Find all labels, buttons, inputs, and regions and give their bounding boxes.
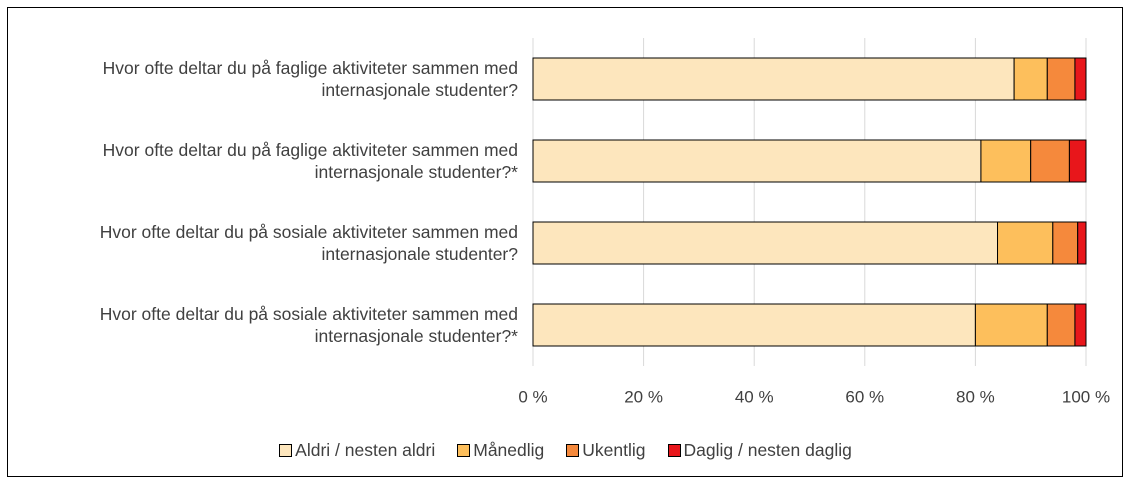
x-tick-label: 80 % bbox=[956, 387, 995, 406]
x-tick-label: 20 % bbox=[624, 387, 663, 406]
legend-item: Månedlig bbox=[457, 440, 544, 461]
chart-frame bbox=[7, 7, 1123, 477]
bar-segment bbox=[1030, 139, 1070, 183]
legend-label: Aldri / nesten aldri bbox=[295, 440, 436, 460]
x-tick-label: 0 % bbox=[518, 387, 547, 406]
legend-swatch bbox=[279, 444, 293, 457]
legend-swatch bbox=[457, 444, 471, 457]
legend-label: Daglig / nesten daglig bbox=[683, 440, 852, 460]
bar-segment bbox=[532, 57, 1015, 101]
bar-segment bbox=[1013, 57, 1048, 101]
bar-segment bbox=[532, 139, 982, 183]
bar-segment bbox=[1046, 303, 1076, 347]
bar-segment bbox=[1052, 221, 1079, 265]
bar-segment bbox=[974, 303, 1048, 347]
legend-item: Daglig / nesten daglig bbox=[667, 440, 852, 461]
legend-item: Aldri / nesten aldri bbox=[279, 440, 435, 461]
legend-label: Ukentlig bbox=[582, 440, 646, 460]
category-label: Hvor ofte deltar du på sosiale aktivitet… bbox=[99, 222, 518, 264]
bar-segment bbox=[532, 221, 999, 265]
legend: Aldri / nesten aldri Månedlig Ukentlig Dagl… bbox=[0, 440, 1131, 461]
bar-segment bbox=[1074, 303, 1087, 347]
bar-segment bbox=[1068, 139, 1087, 183]
x-tick-label: 100 % bbox=[1062, 387, 1110, 406]
x-tick-label: 60 % bbox=[845, 387, 884, 406]
bar-segment bbox=[997, 221, 1054, 265]
bar-segment bbox=[1046, 57, 1076, 101]
bar-segment bbox=[532, 303, 976, 347]
bar-segment bbox=[1077, 221, 1087, 265]
bar-segment bbox=[1074, 57, 1087, 101]
legend-swatch bbox=[667, 444, 681, 457]
category-label: Hvor ofte deltar du på faglige aktivitet… bbox=[102, 58, 518, 100]
category-label: Hvor ofte deltar du på faglige aktivitet… bbox=[102, 140, 518, 182]
bar-segment bbox=[980, 139, 1032, 183]
legend-swatch bbox=[566, 444, 580, 457]
x-tick-label: 40 % bbox=[735, 387, 774, 406]
legend-label: Månedlig bbox=[473, 440, 545, 460]
category-label: Hvor ofte deltar du på sosiale aktivitet… bbox=[99, 304, 518, 346]
legend-item: Ukentlig bbox=[566, 440, 646, 461]
